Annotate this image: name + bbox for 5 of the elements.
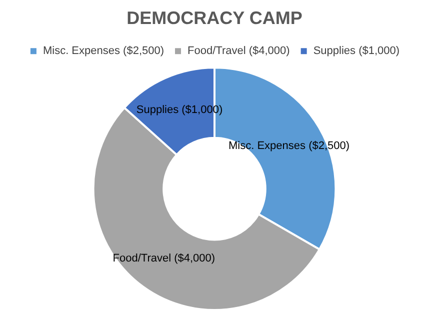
legend-label: Food/Travel ($4,000) (188, 45, 290, 58)
legend-label: Supplies ($1,000) (313, 45, 400, 58)
chart-title: DEMOCRACY CAMP (126, 8, 302, 28)
data-label: Food/Travel ($4,000) (112, 252, 216, 264)
legend-label: Misc. Expenses ($2,500) (42, 45, 164, 58)
